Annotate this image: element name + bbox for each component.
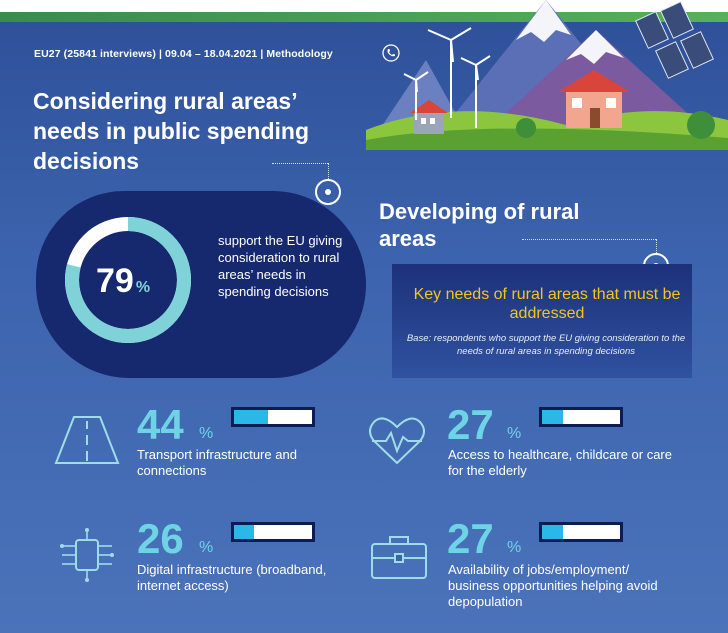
- percent-sign: %: [135, 279, 151, 296]
- dotted-connector: [272, 163, 328, 165]
- road-icon: [54, 416, 120, 464]
- heart-pulse-icon: [369, 417, 425, 465]
- support-value: 79: [96, 262, 134, 300]
- stat-label: Transport infrastructure and connections: [137, 447, 297, 478]
- dotted-connector: [522, 239, 656, 241]
- circuit-icon: [60, 528, 114, 582]
- donut-chart-79: [65, 217, 191, 343]
- stat-value: 27: [447, 515, 494, 562]
- percent-sign: %: [199, 539, 214, 556]
- base-note: Base: respondents who support the EU giv…: [406, 333, 686, 357]
- phone-icon[interactable]: [382, 44, 400, 62]
- donut-arc: [65, 217, 191, 343]
- stat-label: Availability of jobs/employment/ busines…: [448, 562, 658, 609]
- progress-bar: [231, 407, 315, 427]
- stat-value: 27: [447, 401, 494, 448]
- section-title-spending: Considering rural areas’ needs in public…: [33, 88, 310, 174]
- progress-fill: [234, 525, 255, 539]
- key-needs-title: Key needs of rural areas that must be ad…: [413, 286, 681, 322]
- stat-value: 26: [137, 515, 184, 562]
- support-description: support the EU giving consideration to r…: [218, 233, 343, 299]
- dotted-connector: [656, 239, 658, 253]
- stat-value: 44: [137, 401, 184, 448]
- percent-sign: %: [507, 539, 522, 556]
- survey-meta: EU27 (25841 interviews) | 09.04 – 18.04.…: [34, 48, 333, 60]
- target-dot-icon: [315, 179, 341, 205]
- progress-bar: [539, 522, 623, 542]
- progress-bar: [539, 407, 623, 427]
- progress-fill: [234, 410, 269, 424]
- percent-sign: %: [507, 425, 522, 442]
- support-percentage: 79%: [96, 262, 150, 301]
- percent-sign: %: [199, 425, 214, 442]
- stat-label: Digital infrastructure (broadband, inter…: [137, 562, 327, 593]
- briefcase-icon: [371, 536, 427, 579]
- stat-label: Access to healthcare, childcare or care …: [448, 447, 672, 478]
- progress-fill: [542, 410, 564, 424]
- section-title-developing: Developing of rural areas: [379, 199, 580, 251]
- progress-fill: [542, 525, 564, 539]
- key-needs-panel: [392, 264, 692, 378]
- top-green-band: [0, 12, 728, 22]
- rural-landscape-illustration: [366, 0, 728, 150]
- progress-bar: [231, 522, 315, 542]
- dotted-connector: [328, 163, 330, 179]
